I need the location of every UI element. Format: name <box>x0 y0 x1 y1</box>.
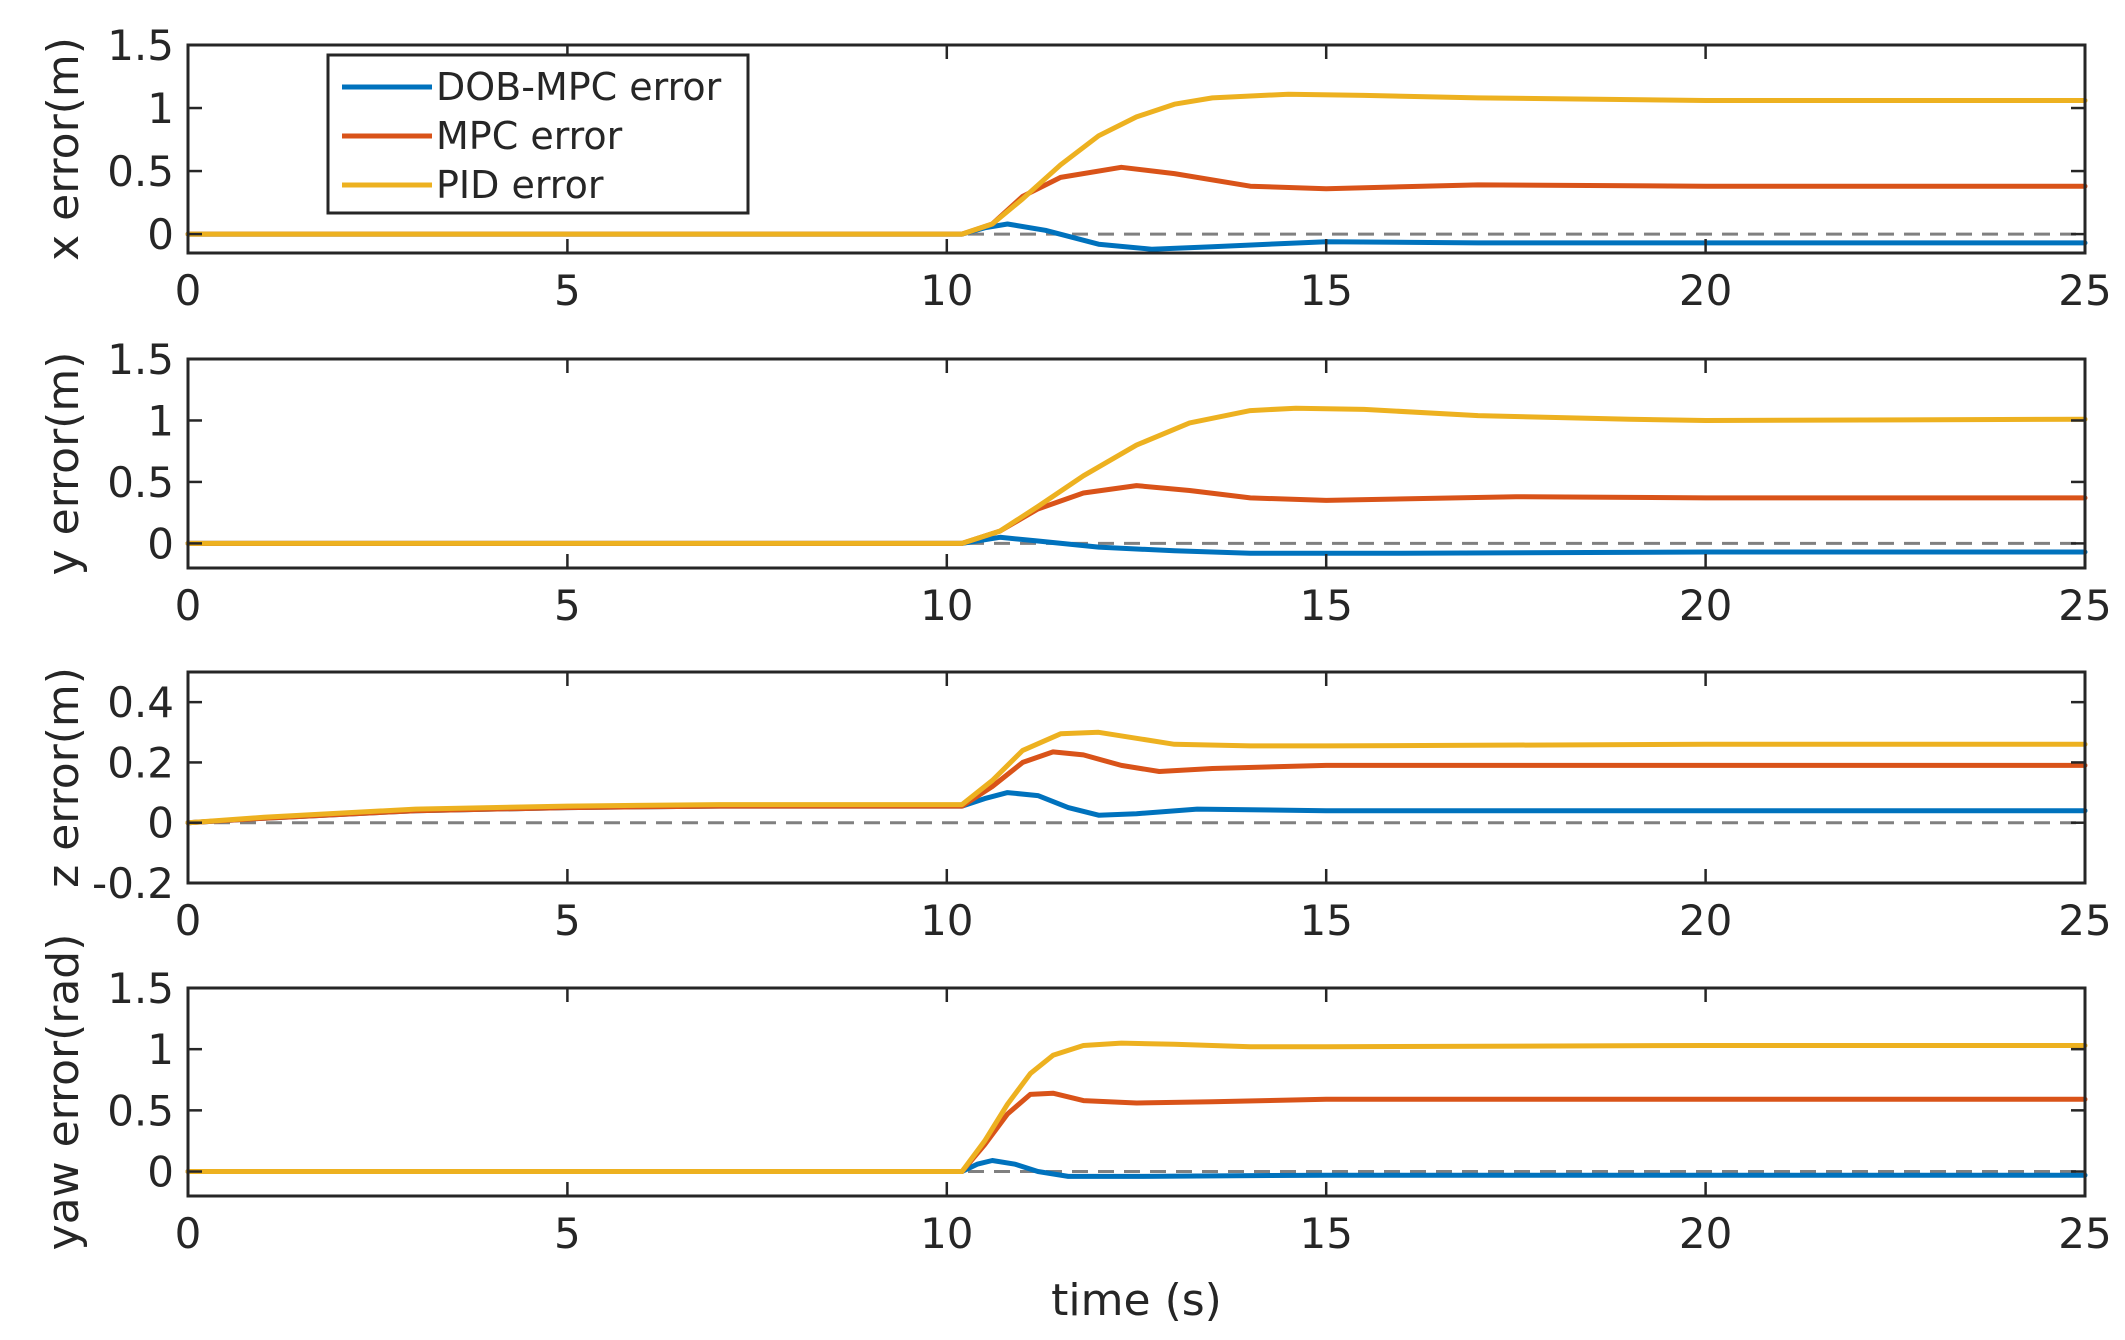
x-tick-label: 25 <box>2058 581 2111 630</box>
x-tick-label: 10 <box>920 266 973 315</box>
panel-3: 0 5 10 15 20 25-0.200.20.4z error(m) <box>38 667 2112 945</box>
y-tick-label: 0.4 <box>107 678 174 727</box>
y-tick-label: -0.2 <box>92 859 174 908</box>
series-line-pid-error <box>185 405 2088 546</box>
x-tick-label: 10 <box>920 1209 973 1258</box>
axes-frame <box>186 357 2087 570</box>
x-tick-label: 0 <box>175 1209 202 1258</box>
panel-4: 0 5 10 15 20 25 0 0.5 1 1.5 yaw error(rad) <box>38 934 2112 1258</box>
legend-entry: PID error <box>436 163 604 207</box>
y-axis-label: x error(m) <box>38 37 89 261</box>
x-tick-label: 10 <box>920 896 973 945</box>
y-tick-label: 0 <box>147 210 174 259</box>
axes-frame <box>186 986 2087 1198</box>
y-tick-label: 0.5 <box>107 458 174 507</box>
y-tick-label: 1 <box>147 84 174 133</box>
y-axis-label: yaw error(rad) <box>38 934 89 1251</box>
x-tick-label: 25 <box>2058 1209 2111 1258</box>
y-tick-label: 0 <box>147 1148 174 1197</box>
x-tick-label: 25 <box>2058 266 2111 315</box>
x-tick-label: 15 <box>1299 266 1352 315</box>
plot-area <box>188 988 2085 1196</box>
x-tick-label: 20 <box>1679 581 1732 630</box>
x-tick-label: 5 <box>554 581 581 630</box>
plot-area <box>188 672 2085 883</box>
series-line-pid-error <box>185 91 2088 237</box>
x-tick-label: 0 <box>175 896 202 945</box>
x-tick-label: 20 <box>1679 266 1732 315</box>
y-tick-label: 1 <box>147 1025 174 1074</box>
y-tick-label: 0 <box>147 799 174 848</box>
axes-frame <box>186 670 2087 885</box>
y-tick-label: 1.5 <box>107 21 174 70</box>
series-line-pid-error <box>185 1040 2088 1174</box>
x-tick-label: 25 <box>2058 896 2111 945</box>
y-tick-label: 1.5 <box>107 964 174 1013</box>
plot-area <box>188 359 2085 568</box>
legend: DOB-MPC error MPC error PID error <box>326 53 750 215</box>
y-tick-label: 1.5 <box>107 335 174 384</box>
x-axis-label: time (s) <box>1051 1275 1222 1326</box>
x-tick-label: 15 <box>1299 1209 1352 1258</box>
x-tick-label: 5 <box>554 1209 581 1258</box>
y-axis-label: z error(m) <box>38 667 89 888</box>
y-tick-label: 0.2 <box>107 738 174 787</box>
series-line-pid-error <box>185 729 2088 826</box>
y-axis-label: y error(m) <box>38 352 89 576</box>
series-line-dob-mpc-error <box>185 1158 2088 1179</box>
x-tick-label: 10 <box>920 581 973 630</box>
x-tick-label: 0 <box>175 581 202 630</box>
x-tick-label: 20 <box>1679 1209 1732 1258</box>
y-tick-label: 1 <box>147 396 174 445</box>
x-tick-label: 15 <box>1299 896 1352 945</box>
x-tick-label: 20 <box>1679 896 1732 945</box>
x-tick-label: 0 <box>175 266 202 315</box>
legend-entry: DOB-MPC error <box>436 65 722 109</box>
x-tick-label: 15 <box>1299 581 1352 630</box>
panel-1: 0 5 10 15 20 25 0 0.5 1 1.5 x error(m) DOB-MPC erro… <box>38 21 2112 315</box>
axes-frame <box>186 43 2087 255</box>
y-tick-label: 0 <box>147 519 174 568</box>
y-tick-label: 0.5 <box>107 1086 174 1135</box>
panel-2: 0 5 10 15 20 25 0 0.5 1 1.5 y error(m) <box>38 335 2112 630</box>
legend-entry: MPC error <box>436 114 623 158</box>
x-tick-label: 5 <box>554 896 581 945</box>
x-tick-label: 5 <box>554 266 581 315</box>
y-tick-label: 0.5 <box>107 147 174 196</box>
series-line-dob-mpc-error <box>185 534 2088 556</box>
